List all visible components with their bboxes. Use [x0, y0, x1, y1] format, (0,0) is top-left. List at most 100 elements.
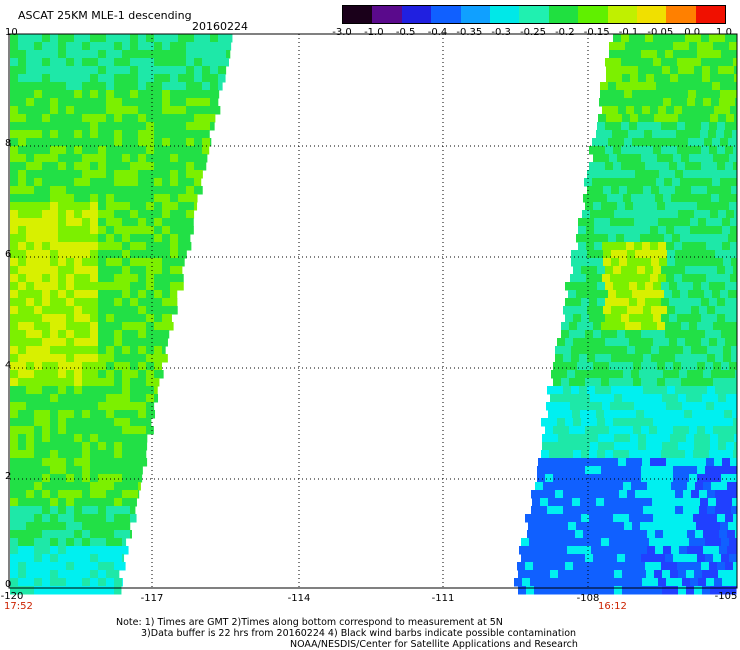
swath-cell — [579, 354, 588, 363]
swath-cell — [42, 450, 51, 459]
swath-cell — [186, 130, 195, 139]
swath-cell — [74, 538, 83, 547]
swath-cell — [730, 274, 737, 283]
swath-cell — [58, 74, 67, 83]
swath-cell — [42, 58, 51, 67]
swath-cell — [574, 394, 583, 403]
swath-cell — [678, 570, 687, 579]
swath-cell — [562, 578, 571, 587]
swath-cell — [589, 514, 598, 523]
swath-cell — [42, 82, 51, 91]
swath-cell — [735, 98, 737, 107]
swath-cell — [595, 186, 604, 195]
swath-cell — [122, 122, 131, 131]
swath-cell — [50, 498, 59, 507]
swath-cell — [587, 258, 596, 267]
swath-cell — [130, 378, 139, 387]
swath-cell — [82, 410, 91, 419]
swath-cell — [701, 298, 710, 307]
swath-cell — [82, 386, 91, 395]
swath-cell — [659, 186, 668, 195]
swath-cell — [549, 450, 558, 459]
swath-cell — [66, 122, 75, 131]
colorbar-label: -0.4 — [427, 27, 448, 38]
swath-cell — [50, 570, 59, 579]
swath-cell — [572, 410, 581, 419]
swath-cell — [636, 498, 645, 507]
swath-cell — [610, 274, 619, 283]
swath-cell — [637, 146, 646, 155]
swath-cell — [624, 290, 633, 299]
swath-cell — [594, 218, 603, 227]
swath-cell — [707, 186, 716, 195]
swath-cell — [98, 66, 107, 75]
swath-cell — [26, 162, 35, 171]
swath-cell — [170, 202, 179, 211]
swath-cell — [576, 290, 585, 299]
swath-cell — [26, 346, 35, 355]
swath-cell — [593, 538, 602, 547]
swath-cell — [683, 346, 692, 355]
swath-cell — [26, 74, 35, 83]
swath-cell — [721, 50, 730, 59]
swath-cell — [98, 586, 107, 595]
swath-cell — [210, 74, 219, 83]
swath-cell — [146, 178, 155, 187]
swath-cell — [561, 554, 570, 563]
swath-cell — [682, 226, 691, 235]
swath-cell — [725, 314, 734, 323]
swath-cell — [579, 386, 588, 395]
swath-cell — [521, 554, 530, 563]
swath-cell — [18, 322, 27, 331]
colorbar-segment — [548, 6, 579, 23]
swath-cell — [90, 42, 99, 51]
swath-cell — [671, 530, 680, 539]
swath-cell — [729, 42, 737, 51]
swath-cell — [617, 362, 626, 371]
swath-cell — [582, 442, 591, 451]
swath-cell — [725, 146, 734, 155]
swath-cell — [633, 362, 642, 371]
swath-cell — [661, 58, 670, 67]
swath-cell — [82, 290, 91, 299]
swath-cell — [74, 274, 83, 283]
swath-cell — [615, 482, 624, 491]
swath-cell — [50, 306, 59, 315]
swath-cell — [705, 330, 714, 339]
swath-cell — [689, 378, 698, 387]
swath-cell — [122, 578, 123, 587]
swath-cell — [586, 402, 595, 411]
swath-cell — [715, 346, 724, 355]
swath-cell — [122, 98, 131, 107]
swath-cell — [122, 50, 131, 59]
swath-cell — [130, 370, 139, 379]
swath-cell — [114, 154, 123, 163]
swath-cell — [603, 250, 612, 259]
swath-cell — [10, 290, 19, 299]
swath-cell — [590, 586, 599, 595]
swath-cell — [50, 130, 59, 139]
swath-cell — [138, 130, 147, 139]
swath-cell — [162, 370, 164, 379]
swath-cell — [684, 498, 693, 507]
swath-cell — [34, 266, 43, 275]
swath-cell — [730, 578, 737, 587]
swath-cell — [98, 506, 107, 515]
swath-cell — [546, 402, 555, 411]
swath-cell — [122, 346, 131, 355]
swath-cell — [50, 314, 59, 323]
swath-cell — [597, 298, 606, 307]
lon-tick-120: -120 — [0, 591, 24, 602]
swath-cell — [42, 498, 51, 507]
swath-cell — [170, 106, 179, 115]
swath-cell — [170, 186, 179, 195]
swath-cell — [50, 546, 59, 555]
swath-cell — [705, 426, 714, 435]
swath-cell — [650, 242, 659, 251]
swath-cell — [66, 66, 75, 75]
swath-cell — [26, 234, 35, 243]
swath-cell — [609, 322, 618, 331]
swath-cell — [74, 506, 83, 515]
swath-cell — [718, 394, 727, 403]
swath-cell — [106, 402, 115, 411]
